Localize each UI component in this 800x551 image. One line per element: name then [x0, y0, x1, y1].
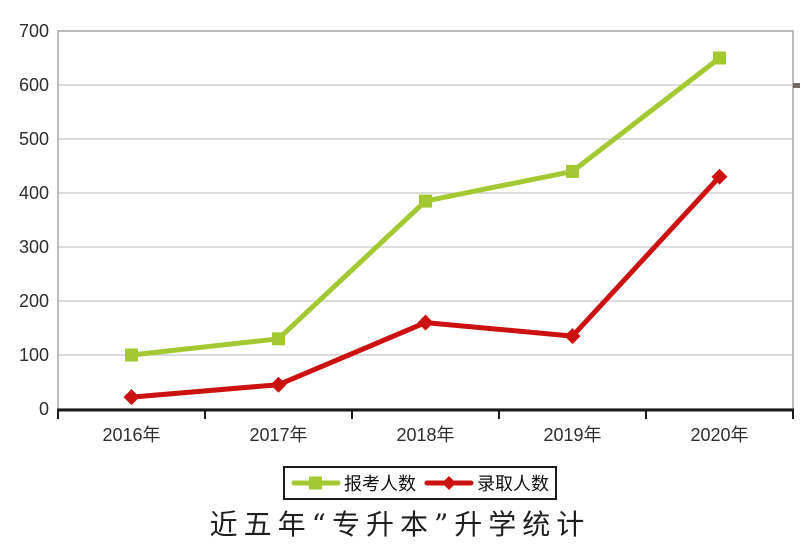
marker-diamond — [417, 314, 434, 331]
y-tick-label-100: 100 — [19, 345, 49, 365]
marker-diamond — [123, 389, 140, 406]
marker-diamond — [270, 376, 287, 393]
legend-item-admitted: 录取人数 — [424, 470, 549, 496]
x-tick-label: 2017年 — [249, 425, 307, 445]
chart-legend: 报考人数 录取人数 — [283, 466, 557, 500]
legend-marker-red-diamond — [424, 476, 474, 490]
y-tick-label-400: 400 — [19, 183, 49, 203]
y-tick-label-300: 300 — [19, 237, 49, 257]
marker-square — [566, 164, 579, 178]
series-line-录取人数 — [129, 174, 722, 400]
x-tick-label: 2019年 — [543, 425, 601, 445]
legend-item-applicants: 报考人数 — [291, 470, 416, 496]
chart-title: 近五年“专升本”升学统计 — [209, 508, 591, 541]
x-tick-label: 2018年 — [396, 425, 454, 445]
y-tick-label-0: 0 — [39, 399, 49, 419]
marker-square — [419, 194, 432, 208]
x-tick-label: 2016年 — [102, 425, 160, 445]
x-tick-label: 2020年 — [690, 425, 748, 445]
y-tick-label-700: 700 — [19, 21, 49, 41]
marker-square — [272, 332, 285, 346]
y-tick-label-600: 600 — [19, 75, 49, 95]
marker-square — [125, 348, 138, 362]
edge-artifact-dash — [793, 83, 800, 88]
marker-diamond — [564, 328, 581, 345]
y-tick-label-200: 200 — [19, 291, 49, 311]
legend-marker-green-square — [291, 476, 341, 490]
legend-label-applicants: 报考人数 — [344, 474, 416, 494]
y-tick-label-500: 500 — [19, 129, 49, 149]
legend-label-admitted: 录取人数 — [477, 474, 549, 494]
marker-square — [713, 51, 726, 65]
marker-diamond — [711, 168, 728, 185]
line-chart-plot: 0 100 200 300 400 500 600 700 2016年 2017年 2018年 201… — [19, 21, 794, 445]
